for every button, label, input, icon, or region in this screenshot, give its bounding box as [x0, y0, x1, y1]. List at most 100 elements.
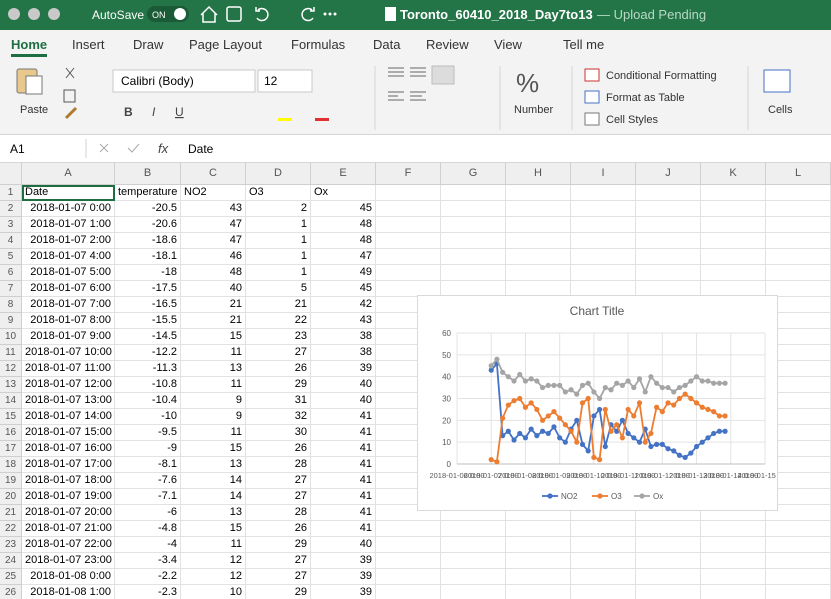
- empty-cell[interactable]: [506, 217, 571, 233]
- empty-cell[interactable]: [766, 537, 831, 553]
- cell[interactable]: 27: [246, 473, 311, 489]
- cell[interactable]: 27: [246, 569, 311, 585]
- cell[interactable]: 41: [311, 425, 376, 441]
- empty-cell[interactable]: [571, 201, 636, 217]
- row-header[interactable]: 2: [0, 201, 22, 217]
- format-painter[interactable]: [64, 106, 78, 120]
- ribbon-tab[interactable]: Draw: [133, 37, 164, 52]
- cell[interactable]: 2018-01-07 1:00: [22, 217, 115, 233]
- save-icon[interactable]: [226, 6, 242, 22]
- cell[interactable]: -18.1: [115, 249, 181, 265]
- ribbon-tab[interactable]: Insert: [72, 37, 105, 52]
- cell[interactable]: 45: [311, 281, 376, 297]
- cell[interactable]: 2018-01-07 14:00: [22, 409, 115, 425]
- cell[interactable]: -16.5: [115, 297, 181, 313]
- cell[interactable]: -12.2: [115, 345, 181, 361]
- cell[interactable]: 47: [311, 249, 376, 265]
- close-button[interactable]: [8, 8, 20, 20]
- row-header[interactable]: 21: [0, 505, 22, 521]
- ribbon-tab[interactable]: View: [494, 37, 522, 52]
- cell[interactable]: -4: [115, 537, 181, 553]
- ribbon-tab[interactable]: Review: [426, 37, 469, 52]
- cell[interactable]: -11.3: [115, 361, 181, 377]
- column-header[interactable]: L: [766, 163, 831, 185]
- empty-cell[interactable]: [636, 553, 701, 569]
- redo-icon[interactable]: [301, 7, 315, 22]
- empty-cell[interactable]: [766, 233, 831, 249]
- cell[interactable]: 41: [311, 473, 376, 489]
- empty-cell[interactable]: [441, 585, 506, 599]
- empty-cell[interactable]: [571, 217, 636, 233]
- select-all[interactable]: [0, 163, 22, 185]
- font-box[interactable]: [112, 69, 256, 93]
- cell[interactable]: 27: [246, 345, 311, 361]
- cell[interactable]: 2018-01-07 0:00: [22, 201, 115, 217]
- cell[interactable]: -8.1: [115, 457, 181, 473]
- cell[interactable]: 39: [311, 569, 376, 585]
- empty-cell[interactable]: [701, 569, 766, 585]
- column-header[interactable]: A: [22, 163, 115, 185]
- cell[interactable]: 2018-01-07 10:00: [22, 345, 115, 361]
- ribbon-tab[interactable]: Tell me: [563, 37, 605, 52]
- cell[interactable]: O3: [246, 185, 311, 201]
- empty-cell[interactable]: [701, 249, 766, 265]
- cell[interactable]: 2018-01-08 0:00: [22, 569, 115, 585]
- empty-cell[interactable]: [636, 249, 701, 265]
- row-header[interactable]: 1: [0, 185, 22, 201]
- cell[interactable]: 49: [311, 265, 376, 281]
- empty-cell[interactable]: [571, 265, 636, 281]
- empty-cell[interactable]: [636, 537, 701, 553]
- empty-cell[interactable]: [701, 265, 766, 281]
- empty-cell[interactable]: [571, 505, 636, 521]
- cell[interactable]: 42: [311, 297, 376, 313]
- cell[interactable]: 43: [181, 201, 246, 217]
- row-header[interactable]: 25: [0, 569, 22, 585]
- cut-icon[interactable]: [65, 67, 75, 79]
- cell[interactable]: 2018-01-07 21:00: [22, 521, 115, 537]
- cell[interactable]: 29: [246, 377, 311, 393]
- more-icon[interactable]: [323, 12, 327, 16]
- empty-cell[interactable]: [506, 265, 571, 281]
- undo-icon[interactable]: [255, 7, 269, 22]
- cell[interactable]: 27: [246, 553, 311, 569]
- cell[interactable]: 12: [181, 553, 246, 569]
- cell[interactable]: 2018-01-07 20:00: [22, 505, 115, 521]
- cell[interactable]: 2018-01-07 16:00: [22, 441, 115, 457]
- cell[interactable]: 11: [181, 377, 246, 393]
- row-header[interactable]: 3: [0, 217, 22, 233]
- empty-cell[interactable]: [701, 185, 766, 201]
- row-header[interactable]: 11: [0, 345, 22, 361]
- cell[interactable]: 41: [311, 521, 376, 537]
- cell[interactable]: -10.8: [115, 377, 181, 393]
- ribbon-tab[interactable]: Page Layout: [189, 37, 263, 52]
- empty-cell[interactable]: [636, 585, 701, 599]
- empty-cell[interactable]: [441, 553, 506, 569]
- cell[interactable]: 48: [311, 217, 376, 233]
- empty-cell[interactable]: [571, 569, 636, 585]
- cell[interactable]: 14: [181, 489, 246, 505]
- row-header[interactable]: 18: [0, 457, 22, 473]
- cell[interactable]: 22: [246, 313, 311, 329]
- empty-cell[interactable]: [766, 585, 831, 599]
- row-header[interactable]: 5: [0, 249, 22, 265]
- cell[interactable]: 26: [246, 521, 311, 537]
- cell[interactable]: 38: [311, 329, 376, 345]
- row-header[interactable]: 12: [0, 361, 22, 377]
- empty-cell[interactable]: [506, 505, 571, 521]
- empty-cell[interactable]: [571, 537, 636, 553]
- cell[interactable]: 21: [246, 297, 311, 313]
- cell[interactable]: 30: [246, 425, 311, 441]
- cell[interactable]: -18: [115, 265, 181, 281]
- empty-cell[interactable]: [766, 569, 831, 585]
- empty-cell[interactable]: [506, 249, 571, 265]
- cell[interactable]: 2018-01-07 11:00: [22, 361, 115, 377]
- cell[interactable]: 9: [181, 409, 246, 425]
- column-header[interactable]: D: [246, 163, 311, 185]
- cell[interactable]: 39: [311, 553, 376, 569]
- column-header[interactable]: J: [636, 163, 701, 185]
- cell[interactable]: 11: [181, 425, 246, 441]
- empty-cell[interactable]: [636, 265, 701, 281]
- bold-button[interactable]: B: [124, 105, 133, 119]
- home-icon[interactable]: [200, 5, 218, 23]
- cell[interactable]: -15.5: [115, 313, 181, 329]
